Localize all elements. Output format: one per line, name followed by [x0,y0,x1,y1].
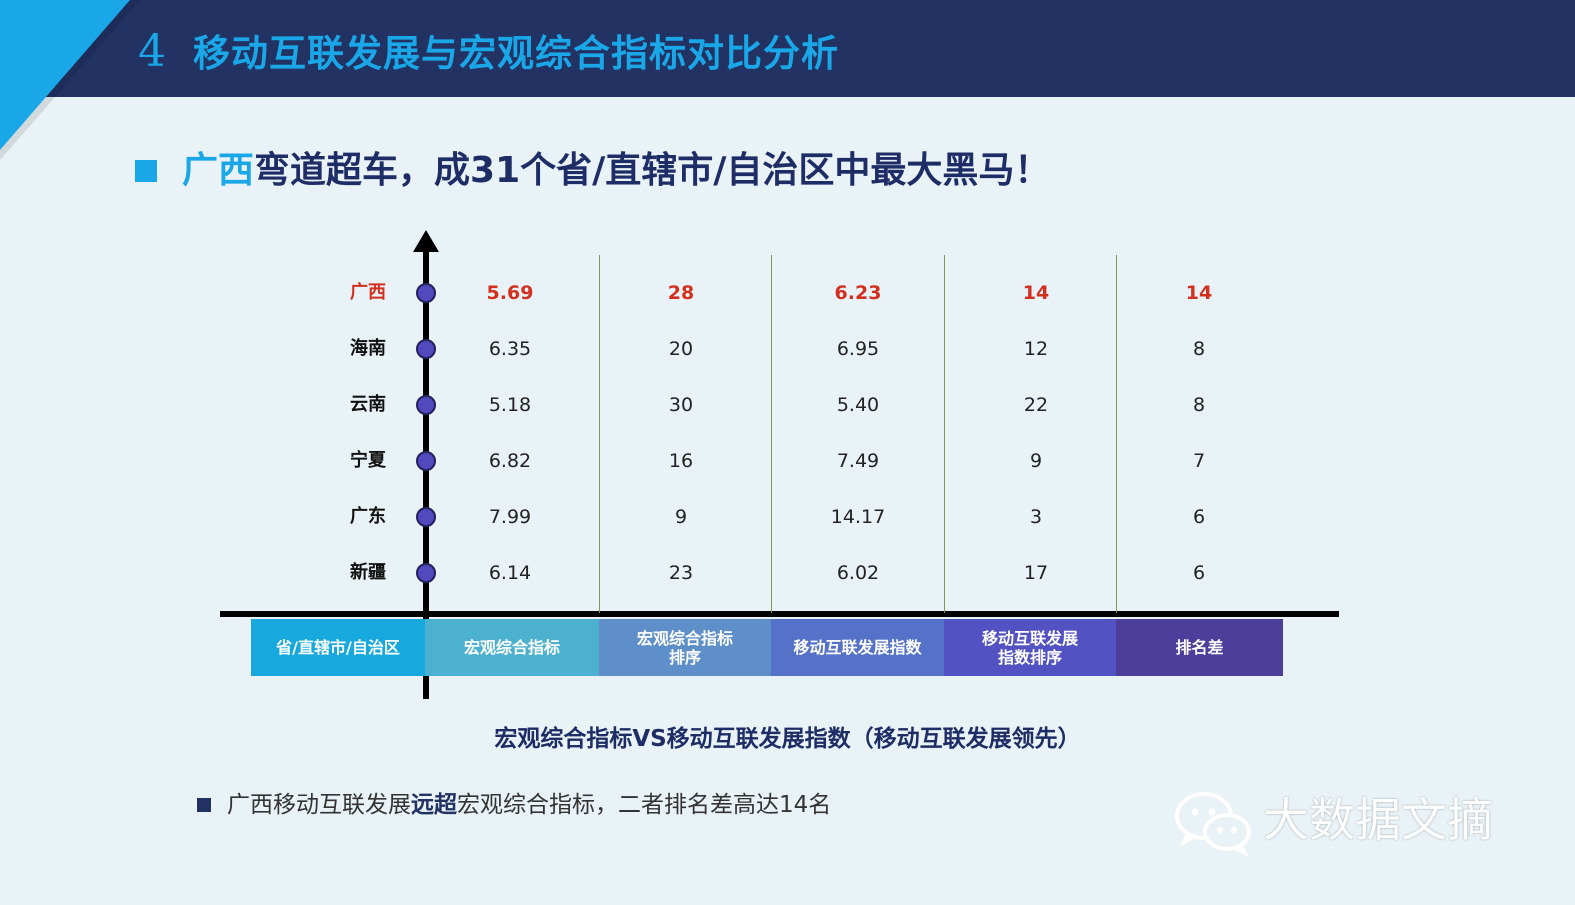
axis-marker-dot [416,563,436,583]
axis-marker-dot [416,451,436,471]
subtitle: 广西弯道超车，成31个省/直辖市/自治区中最大黑马！ [182,148,1050,194]
table-cell: 22 [1023,394,1049,416]
axis-marker-dot [416,395,436,415]
section-number: 4 [138,26,166,77]
province-label: 新疆 [350,562,386,583]
table-cell: 20 [668,338,694,360]
province-label: 宁夏 [350,450,386,471]
table-cell: 6.95 [836,338,880,360]
column-separator [771,255,772,613]
column-header: 宏观综合指标 [425,619,599,676]
axis-marker-dot [416,507,436,527]
table-cell: 7.49 [836,450,880,472]
column-separator [944,255,945,613]
table-cell: 8 [1192,338,1206,360]
table-cell: 5.40 [836,394,880,416]
table-caption: 宏观综合指标VS移动互联发展指数（移动互联发展领先） [494,726,1081,752]
axis-marker-dot [416,339,436,359]
note-part2: 宏观综合指标，二者排名差高达14名 [457,792,832,818]
note-bold: 远超 [411,792,457,818]
province-label: 云南 [350,394,386,415]
column-header-label: 省/直辖市/自治区 [276,638,400,657]
table-cell: 16 [668,450,694,472]
table-cell: 28 [667,282,695,304]
column-header: 移动互联发展指数排序 [944,619,1116,676]
subtitle-highlight: 广西 [182,150,255,191]
column-header-label: 排名差 [1175,638,1224,657]
table-cell: 14.17 [830,506,886,528]
table-cell: 14 [1185,282,1213,304]
table-cell: 6.23 [834,282,882,304]
page-title: 移动互联发展与宏观综合指标对比分析 [193,32,839,75]
horizontal-axis [220,611,1339,617]
column-header: 移动互联发展指数 [771,619,944,676]
axis-arrow-icon [413,230,439,252]
table-cell: 5.18 [488,394,532,416]
table-cell: 6.02 [836,562,880,584]
table-cell: 17 [1023,562,1049,584]
table-cell: 6 [1192,562,1206,584]
note-bullet [197,798,211,812]
table-cell: 5.69 [486,282,534,304]
table-cell: 23 [668,562,694,584]
province-label: 海南 [350,338,386,359]
column-separator [599,255,600,613]
table-cell: 3 [1029,506,1043,528]
column-header-label: 移动互联发展指数排序 [981,628,1078,667]
note-text: 广西移动互联发展远超宏观综合指标，二者排名差高达14名 [227,788,831,822]
table-cell: 9 [1029,450,1043,472]
watermark-text: 大数据文摘 [1263,793,1493,847]
table-cell: 12 [1023,338,1049,360]
header-bar [0,0,1575,97]
table-cell: 6.82 [488,450,532,472]
province-label: 广西 [350,282,386,303]
subtitle-rest: 弯道超车，成31个省/直辖市/自治区中最大黑马！ [254,150,1051,191]
table-cell: 7 [1192,450,1206,472]
axis-marker-dot [416,283,436,303]
province-label: 广东 [350,506,386,527]
vertical-axis [423,244,429,699]
table-cell: 6.35 [488,338,532,360]
column-header-label: 宏观综合指标排序 [636,628,733,667]
column-header: 宏观综合指标排序 [599,619,771,676]
column-header-label: 宏观综合指标 [463,638,560,657]
note-part1: 广西移动互联发展 [227,792,411,818]
column-header: 排名差 [1116,619,1283,676]
wechat-icon [1175,792,1251,856]
table-cell: 8 [1192,394,1206,416]
table-cell: 7.99 [488,506,532,528]
table-cell: 9 [674,506,688,528]
table-cell: 14 [1022,282,1050,304]
column-header-label: 移动互联发展指数 [793,638,922,657]
subtitle-bullet [135,160,157,182]
table-cell: 30 [668,394,694,416]
column-separator [1116,255,1117,613]
table-cell: 6.14 [488,562,532,584]
table-cell: 6 [1192,506,1206,528]
column-header: 省/直辖市/自治区 [251,619,425,676]
